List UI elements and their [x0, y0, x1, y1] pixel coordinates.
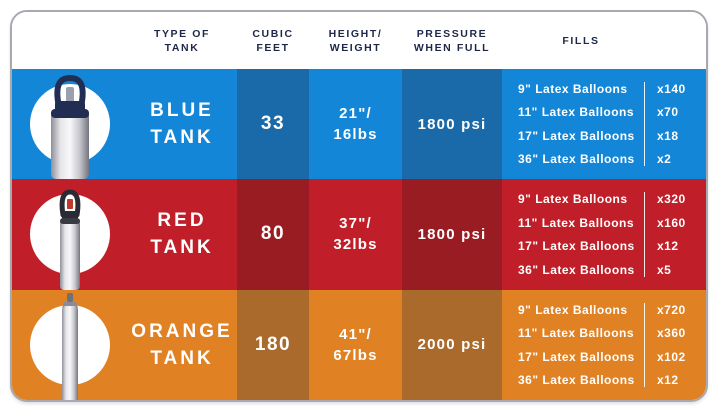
red-tank-image-cell — [12, 179, 127, 291]
tank-row-blue: BLUE TANK 33 21"/ 16lbs 1800 psi 9" Late… — [12, 69, 706, 180]
tank-row-red: RED TANK 80 37"/ 32lbs 1800 psi 9" Latex… — [12, 179, 706, 291]
height-weight-value: 21"/ 16lbs — [333, 105, 378, 144]
fill-items-list: 9" Latex Balloons 11" Latex Balloons 17"… — [518, 82, 644, 166]
fill-item-label: 9" Latex Balloons — [518, 82, 628, 96]
tank-name: BLUE TANK — [150, 100, 214, 149]
header-type-of-tank: TYPE OF TANK — [153, 27, 211, 54]
fills-cell: 9" Latex Balloons 11" Latex Balloons 17"… — [502, 179, 706, 289]
fill-items-list: 9" Latex Balloons 11" Latex Balloons 17"… — [518, 303, 644, 387]
fill-item-qty: x18 — [657, 128, 679, 143]
cubic-feet-value: 33 — [237, 69, 309, 180]
orange-tank-image-cell — [12, 290, 127, 400]
fill-item-label: 11" Latex Balloons — [518, 105, 635, 120]
fill-item-qty: x102 — [657, 349, 686, 364]
fill-item-label: 9" Latex Balloons — [518, 192, 628, 207]
fill-item-label: 36" Latex Balloons — [518, 152, 635, 167]
blue-tank-image-cell — [12, 69, 127, 179]
tank-comparison-table: TYPE OF TANK CUBIC FEET HEIGHT/ WEIGHT P… — [10, 10, 708, 402]
blue-tank-icon — [50, 74, 89, 179]
fill-item-label: 17" Latex Balloons — [518, 239, 635, 254]
pressure-value: 2000 psi — [402, 289, 502, 400]
fill-counts-list: x140 x70 x18 x2 — [644, 82, 700, 167]
fill-item-qty: x5 — [657, 262, 672, 277]
tank-name: ORANGE TANK — [131, 320, 233, 369]
fills-cell: 9" Latex Balloons 11" Latex Balloons 17"… — [502, 290, 706, 400]
header-cubic-feet: CUBIC FEET — [252, 27, 294, 54]
fill-item-qty: x360 — [657, 326, 686, 341]
height-weight-value: 37"/ 32lbs — [333, 215, 378, 254]
cubic-feet-value: 80 — [237, 179, 309, 290]
height-weight-value: 41"/ 67lbs — [333, 325, 378, 364]
header-fills: FILLS — [562, 34, 600, 47]
header-pressure: PRESSURE WHEN FULL — [413, 27, 491, 54]
fill-item-label: 36" Latex Balloons — [518, 262, 635, 277]
tank-name: RED TANK — [150, 210, 214, 259]
orange-tank-icon — [61, 292, 78, 400]
fill-item-qty: x70 — [657, 105, 679, 120]
pressure-value: 1800 psi — [402, 69, 502, 180]
fill-item-qty: x12 — [657, 239, 679, 254]
fill-item-qty: x320 — [657, 192, 686, 207]
fill-item-label: 11" Latex Balloons — [518, 326, 635, 341]
fill-item-qty: x2 — [657, 152, 672, 167]
fill-item-label: 17" Latex Balloons — [518, 349, 635, 364]
fill-counts-list: x320 x160 x12 x5 — [644, 192, 700, 277]
cubic-feet-value: 180 — [237, 289, 309, 400]
fill-items-list: 9" Latex Balloons 11" Latex Balloons 17"… — [518, 192, 644, 276]
fill-item-qty: x140 — [657, 82, 686, 96]
tank-row-orange: ORANGE TANK 180 41"/ 67lbs 2000 psi 9" L… — [12, 289, 706, 400]
fill-item-label: 36" Latex Balloons — [518, 372, 635, 387]
header-height-weight: HEIGHT/ WEIGHT — [328, 27, 383, 54]
fill-item-qty: x12 — [657, 372, 679, 387]
red-tank-icon — [59, 189, 80, 291]
fill-item-label: 11" Latex Balloons — [518, 215, 635, 230]
fill-item-qty: x720 — [657, 302, 686, 317]
fill-counts-list: x720 x360 x102 x12 — [644, 302, 700, 387]
table-header: TYPE OF TANK CUBIC FEET HEIGHT/ WEIGHT P… — [12, 12, 706, 69]
fill-item-qty: x160 — [657, 215, 686, 230]
fill-item-label: 9" Latex Balloons — [518, 302, 628, 317]
fill-item-label: 17" Latex Balloons — [518, 128, 635, 143]
pressure-value: 1800 psi — [402, 179, 502, 290]
fills-cell: 9" Latex Balloons 11" Latex Balloons 17"… — [502, 69, 706, 179]
